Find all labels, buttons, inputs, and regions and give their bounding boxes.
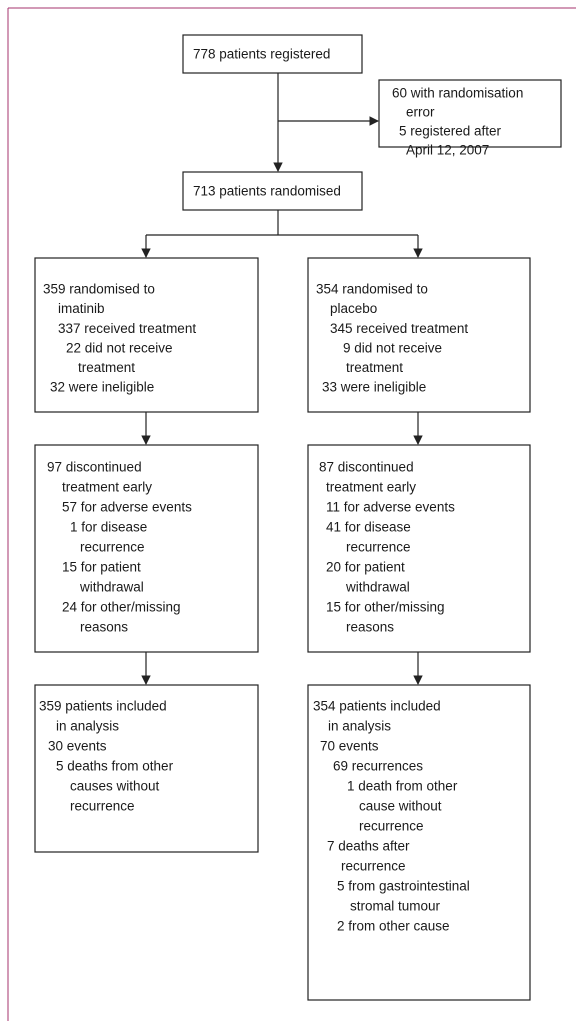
box: [307, 444, 531, 653]
box-line: stromal tumour: [350, 899, 441, 914]
box-line: 359 patients included: [39, 699, 167, 714]
box-line: 57 for adverse events: [62, 500, 192, 515]
box-line: withdrawal: [79, 580, 144, 595]
box-line: 97 discontinued: [47, 460, 142, 475]
box-line: April 12, 2007: [406, 143, 489, 158]
connectors: [141, 73, 423, 685]
box: [182, 34, 363, 74]
box-line: 20 for patient: [326, 560, 405, 575]
box-line: 5 deaths from other: [56, 759, 174, 774]
box-line: 354 randomised to: [316, 282, 428, 297]
box-line: in analysis: [328, 719, 391, 734]
box-line: 1 for disease: [70, 520, 147, 535]
box-line: 24 for other/missing: [62, 600, 181, 615]
box-line: withdrawal: [345, 580, 410, 595]
box-line: recurrence: [359, 819, 424, 834]
box: [34, 257, 259, 413]
box-line: 9 did not receive: [343, 340, 442, 355]
box-line: recurrence: [346, 540, 411, 555]
box-line: 713 patients randomised: [193, 184, 341, 199]
box-line: 359 randomised to: [43, 282, 155, 297]
box: [34, 684, 259, 853]
box: [307, 257, 531, 413]
box-line: 1 death from other: [347, 779, 458, 794]
box-line: 15 for patient: [62, 560, 141, 575]
box-line: reasons: [346, 620, 394, 635]
box-line: 345 received treatment: [330, 321, 468, 336]
box-line: 70 events: [320, 739, 379, 754]
box-line: recurrence: [70, 799, 135, 814]
box-line: 33 were ineligible: [322, 380, 426, 395]
box-line: in analysis: [56, 719, 119, 734]
box-line: 22 did not receive: [66, 340, 173, 355]
box-line: 11 for adverse events: [326, 500, 455, 515]
box-line: treatment: [346, 360, 403, 375]
box-line: recurrence: [80, 540, 145, 555]
box-line: placebo: [330, 301, 377, 316]
box-line: 30 events: [48, 739, 107, 754]
box: [378, 79, 562, 148]
box: [182, 171, 363, 211]
box-line: 337 received treatment: [58, 321, 196, 336]
box-line: 69 recurrences: [333, 759, 423, 774]
box-line: treatment early: [326, 480, 416, 495]
box-line: treatment: [78, 360, 135, 375]
box-line: cause without: [359, 799, 442, 814]
box-line: 5 from gastrointestinal: [337, 879, 470, 894]
box-line: reasons: [80, 620, 128, 635]
box-line: 7 deaths after: [327, 839, 410, 854]
box: [34, 444, 259, 653]
box-line: 87 discontinued: [319, 460, 414, 475]
box-line: 15 for other/missing: [326, 600, 445, 615]
box-line: causes without: [70, 779, 160, 794]
box-line: recurrence: [341, 859, 406, 874]
box-line: 354 patients included: [313, 699, 441, 714]
box-line: error: [406, 105, 435, 120]
box-line: 2 from other cause: [337, 919, 450, 934]
box-line: treatment early: [62, 480, 152, 495]
box-line: 60 with randomisation: [392, 86, 523, 101]
box-line: 778 patients registered: [193, 47, 330, 62]
box-line: imatinib: [58, 301, 105, 316]
box-line: 5 registered after: [399, 124, 502, 139]
box: [307, 684, 531, 1001]
box-line: 32 were ineligible: [50, 380, 154, 395]
box-line: 41 for disease: [326, 520, 411, 535]
